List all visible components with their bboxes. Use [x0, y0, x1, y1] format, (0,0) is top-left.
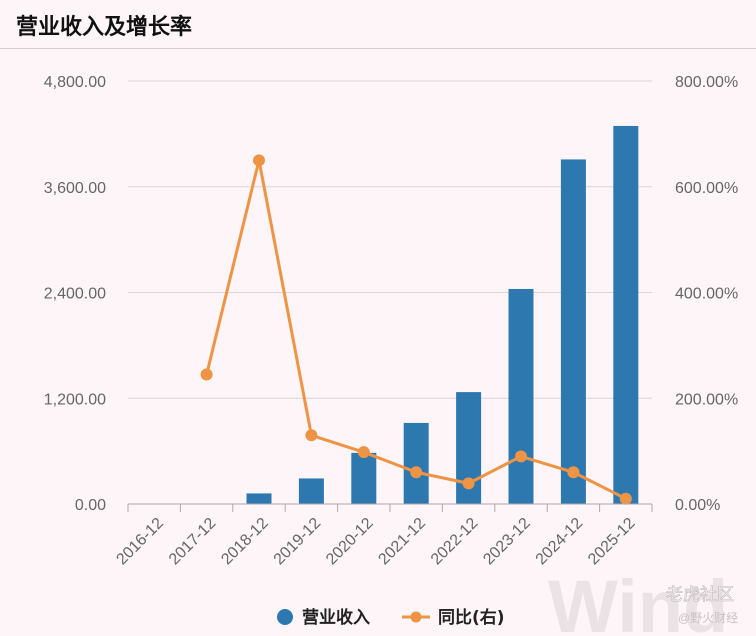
line-point: [305, 429, 318, 442]
y-right-tick-label: 0.00%: [675, 497, 720, 514]
watermark-wind: Wind: [548, 565, 728, 636]
bar: [508, 288, 534, 504]
y-left-tick-label: 1,200.00: [44, 391, 106, 408]
watermark-site: 老虎社区: [666, 585, 734, 604]
line-point: [410, 466, 423, 479]
x-tick-label: 2018-12: [218, 515, 272, 569]
bar: [403, 422, 429, 504]
y-right-tick-label: 600.00%: [675, 180, 738, 197]
y-left-tick-label: 3,600.00: [44, 180, 106, 197]
y-left-tick-label: 2,400.00: [44, 286, 106, 303]
x-tick-label: 2016-12: [113, 515, 167, 569]
bar: [613, 125, 639, 504]
x-tick-label: 2017-12: [166, 515, 220, 569]
line-point: [462, 477, 475, 490]
x-tick-label: 2020-12: [323, 515, 377, 569]
line-point: [253, 154, 265, 167]
legend-line-dot: [410, 611, 422, 623]
x-tick-label: 2023-12: [480, 515, 534, 569]
line-point: [567, 466, 580, 479]
x-tick-label: 2025-12: [585, 515, 639, 569]
legend-bar-label: 营业收入: [302, 607, 370, 628]
line-point: [619, 492, 632, 505]
bar: [246, 493, 272, 504]
chart-title: 营业收入及增长率: [16, 15, 193, 40]
legend-bar-marker: [277, 609, 293, 625]
y-right-tick-label: 400.00%: [675, 286, 738, 303]
bar: [560, 159, 586, 504]
y-left-tick-label: 0.00: [75, 497, 106, 514]
x-tick-label: 2024-12: [533, 515, 587, 569]
x-tick-label: 2019-12: [271, 515, 325, 569]
line-point: [200, 368, 213, 381]
y-right-tick-label: 200.00%: [675, 391, 738, 408]
bar: [298, 478, 324, 504]
legend-line-label: 同比(右): [438, 607, 505, 628]
title-bar: 营业收入及增长率: [0, 0, 756, 49]
x-tick-label: 2022-12: [428, 515, 482, 569]
line-point: [515, 450, 527, 463]
y-right-tick-label: 800.00%: [675, 74, 738, 91]
watermark-source: @野火财经: [678, 611, 738, 625]
line-point: [357, 446, 370, 459]
x-tick-label: 2021-12: [375, 515, 429, 569]
y-left-tick-label: 4,800.00: [44, 74, 106, 91]
bar: [351, 452, 377, 504]
